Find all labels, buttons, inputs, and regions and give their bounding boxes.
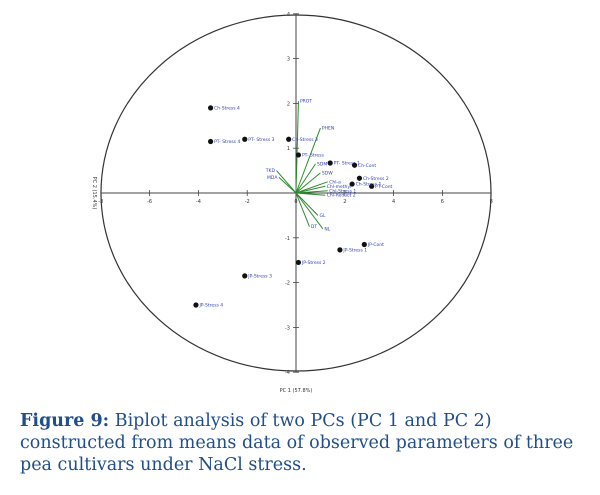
x-tick-label: -2 — [245, 199, 250, 205]
y-tick-label: 1 — [287, 146, 290, 152]
score-point — [369, 183, 375, 189]
score-point — [286, 136, 292, 142]
loading-label: TKD — [265, 168, 276, 174]
x-tick-label: -6 — [147, 199, 152, 205]
score-point — [208, 138, 214, 145]
loading-label: MDA — [267, 175, 278, 181]
y-tick-label: -1 — [285, 236, 290, 242]
loading-label: SDW — [322, 170, 333, 176]
score-point-label: Ch-Cont — [358, 163, 376, 169]
caption-label: Figure 9: — [20, 411, 110, 431]
loading-vector — [276, 170, 297, 194]
x-tick-label: 8 — [490, 199, 493, 205]
loading-vector — [295, 163, 316, 194]
score-point-label: JP-Stress 2 — [301, 260, 326, 266]
loading-label: PROT — [300, 99, 312, 105]
x-tick-label: 4 — [392, 199, 395, 205]
loading-label: PHEN — [322, 126, 334, 132]
loading-vector — [295, 127, 321, 194]
score-point-label: Ch-Stress 4 — [214, 105, 240, 111]
y-tick-label: -3 — [285, 325, 290, 331]
y-axis-title: PC 2 (15.4%) — [91, 177, 97, 210]
score-point-label: PT- Stress 3 — [248, 137, 274, 143]
score-point — [295, 259, 302, 266]
loading-label: NL — [324, 226, 330, 232]
y-tick-label: 3 — [287, 57, 290, 63]
loading-vector — [295, 192, 319, 216]
loading-vector — [295, 101, 299, 194]
score-point — [193, 302, 199, 308]
score-point — [351, 162, 358, 168]
loading-label: DT — [311, 224, 317, 230]
score-point-label: Ch-Stress 1 — [356, 182, 382, 188]
x-tick-label: 0 — [294, 199, 297, 205]
y-tick-label: 4 — [287, 12, 290, 18]
loading-label: SDM — [317, 161, 327, 167]
score-point-label: PT- Stress — [302, 153, 325, 159]
score-point-label: PT- Stress 1 — [334, 161, 360, 167]
score-point-label: JP-Stress 4 — [198, 303, 223, 309]
loading-vector — [295, 185, 326, 194]
y-tick-label: -4 — [285, 370, 290, 376]
score-point — [361, 241, 367, 248]
loading-vector — [295, 190, 328, 194]
loading-label: Chl-Stress 1 — [329, 188, 356, 194]
score-point — [327, 160, 333, 166]
score-point — [208, 105, 214, 111]
score-point-label: JP-Stress 1 — [342, 247, 367, 253]
score-point — [356, 175, 363, 181]
score-point-label: JP-Cont — [367, 242, 384, 248]
score-point — [349, 181, 355, 187]
loading-vector — [278, 176, 297, 194]
x-tick-label: 2 — [343, 199, 346, 205]
y-tick-label: -2 — [285, 281, 290, 287]
score-point — [242, 136, 248, 142]
score-point — [242, 273, 248, 279]
loading-vector — [295, 181, 328, 194]
biplot-chart: -8 -6 -4 -2 0 2 4 6 8 -4 -3 -2 -1 1 2 3 4 PC 1 (57.8%) PC … — [91, 12, 493, 394]
x-tick-label: -4 — [196, 199, 201, 205]
loading-label: Chl-methyl — [327, 184, 352, 190]
loading-label: GL — [319, 213, 325, 219]
x-axis-title: PC 1 (57.8%) — [280, 388, 313, 394]
loading-vector — [295, 192, 326, 196]
score-point-label: JP-Stress 3 — [247, 273, 272, 279]
x-tick-label: -8 — [98, 199, 103, 205]
score-point — [337, 247, 343, 253]
score-point-label: PT-Cont — [375, 184, 392, 190]
loading-vector — [295, 192, 324, 230]
loading-vector — [295, 192, 310, 227]
score-point-label: Ch-Stress 2 — [363, 176, 389, 182]
score-point — [295, 152, 302, 158]
caption-text: Biplot analysis of two PCs (PC 1 and PC … — [20, 411, 574, 475]
loading-label: Chl-Reduct 2 — [327, 193, 356, 199]
figure-caption: Figure 9: Biplot analysis of two PCs (PC… — [20, 410, 585, 476]
score-point-label: Ch-Stress 3 — [292, 137, 318, 143]
loading-vector — [295, 172, 321, 194]
y-tick-label: 2 — [287, 101, 290, 107]
loading-label: Chl-a — [329, 179, 341, 185]
x-tick-label: 6 — [441, 199, 444, 205]
score-point-label: PT- Stress 4 — [214, 139, 240, 145]
